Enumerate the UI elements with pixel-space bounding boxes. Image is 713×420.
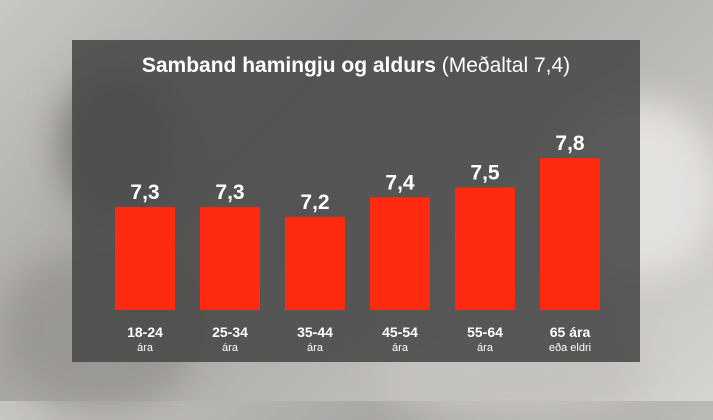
- bar-value-label: 7,3: [215, 181, 244, 204]
- bar-value-label: 7,8: [555, 132, 585, 155]
- bar-5: [455, 187, 515, 310]
- bar-1: [115, 207, 175, 310]
- category-label: 18-24: [127, 324, 163, 340]
- category-sublabel: eða eldri: [549, 342, 591, 354]
- category-label: 65 ára: [550, 324, 591, 340]
- category-sublabel: ára: [222, 342, 239, 354]
- chart-title-main: Samband hamingju og aldurs: [141, 54, 436, 77]
- chart-subtitle: (Meðaltal 7,4): [441, 54, 571, 77]
- bar-4: [370, 197, 430, 310]
- category-sublabel: ára: [137, 342, 154, 354]
- category-label: 45-54: [382, 324, 418, 340]
- bar-3: [285, 216, 345, 310]
- bar-value-label: 7,5: [470, 162, 500, 185]
- category-sublabel: ára: [392, 342, 409, 354]
- category-sublabel: ára: [307, 342, 324, 354]
- bar-2: [200, 207, 260, 310]
- bar-6: [540, 158, 600, 310]
- bar-chart: 7,3 18-24 ára 7,3 25-34 ára 7,2 35-44 ára 7,4 45-5…: [115, 132, 600, 354]
- category-sublabel: ára: [477, 342, 494, 354]
- chart-title: Samband hamingju og aldurs (Meðaltal 7,4…: [72, 54, 640, 78]
- bar-value-label: 7,4: [385, 171, 415, 194]
- chart-panel: Samband hamingju og aldurs (Meðaltal 7,4…: [72, 40, 640, 362]
- category-label: 55-64: [467, 324, 503, 340]
- category-label: 25-34: [212, 324, 248, 340]
- bar-value-label: 7,2: [300, 191, 329, 214]
- bar-value-label: 7,3: [130, 181, 159, 204]
- category-label: 35-44: [297, 324, 333, 340]
